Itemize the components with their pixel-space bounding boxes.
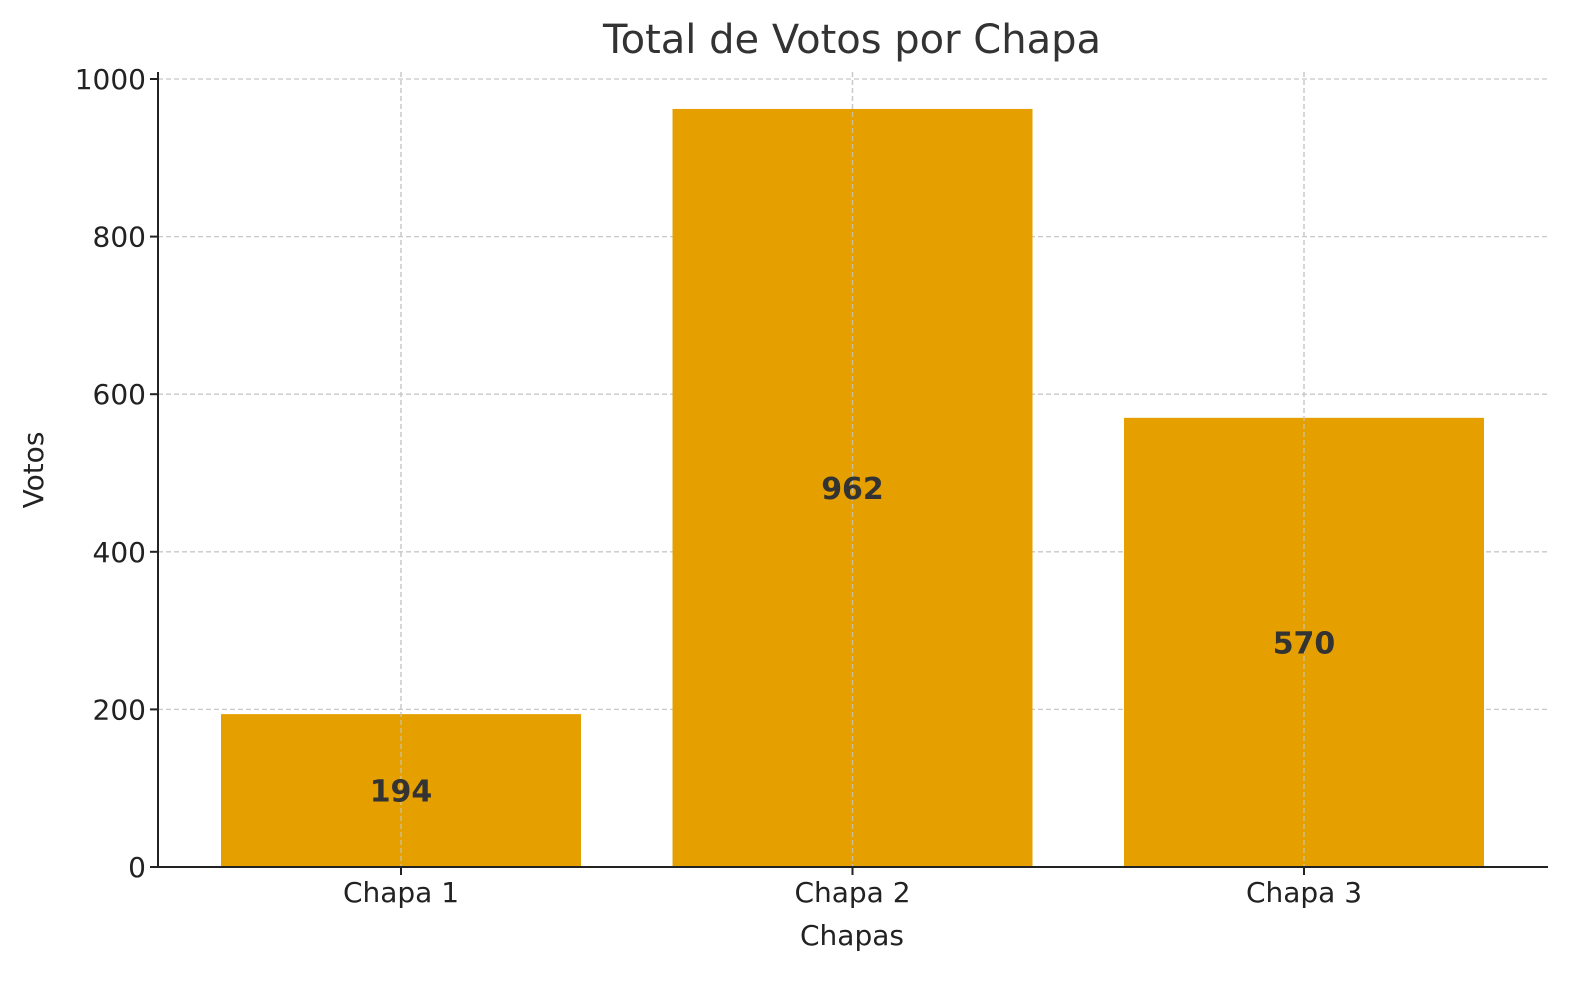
x-tick-label: Chapa 2 <box>794 876 910 909</box>
y-axis-ticks: 0 200 400 600 800 1000 <box>75 63 158 884</box>
y-tick-label: 400 <box>93 536 146 569</box>
y-tick-label: 1000 <box>75 63 146 96</box>
data-label: 194 <box>370 775 433 810</box>
data-label: 962 <box>821 472 884 507</box>
y-axis-label: Votos <box>17 432 50 509</box>
x-tick-label: Chapa 3 <box>1246 876 1362 909</box>
chart-title: Total de Votos por Chapa <box>602 17 1101 63</box>
x-axis-label: Chapas <box>800 919 904 952</box>
y-tick-label: 200 <box>93 693 146 726</box>
y-tick-label: 600 <box>93 378 146 411</box>
data-label: 570 <box>1273 626 1336 661</box>
bars: 194 962 570 <box>221 72 1484 868</box>
x-tick-label: Chapa 1 <box>343 876 459 909</box>
y-tick-label: 0 <box>128 851 146 884</box>
x-axis-ticks: Chapa 1 Chapa 2 Chapa 3 <box>343 867 1362 909</box>
y-tick-label: 800 <box>93 221 146 254</box>
